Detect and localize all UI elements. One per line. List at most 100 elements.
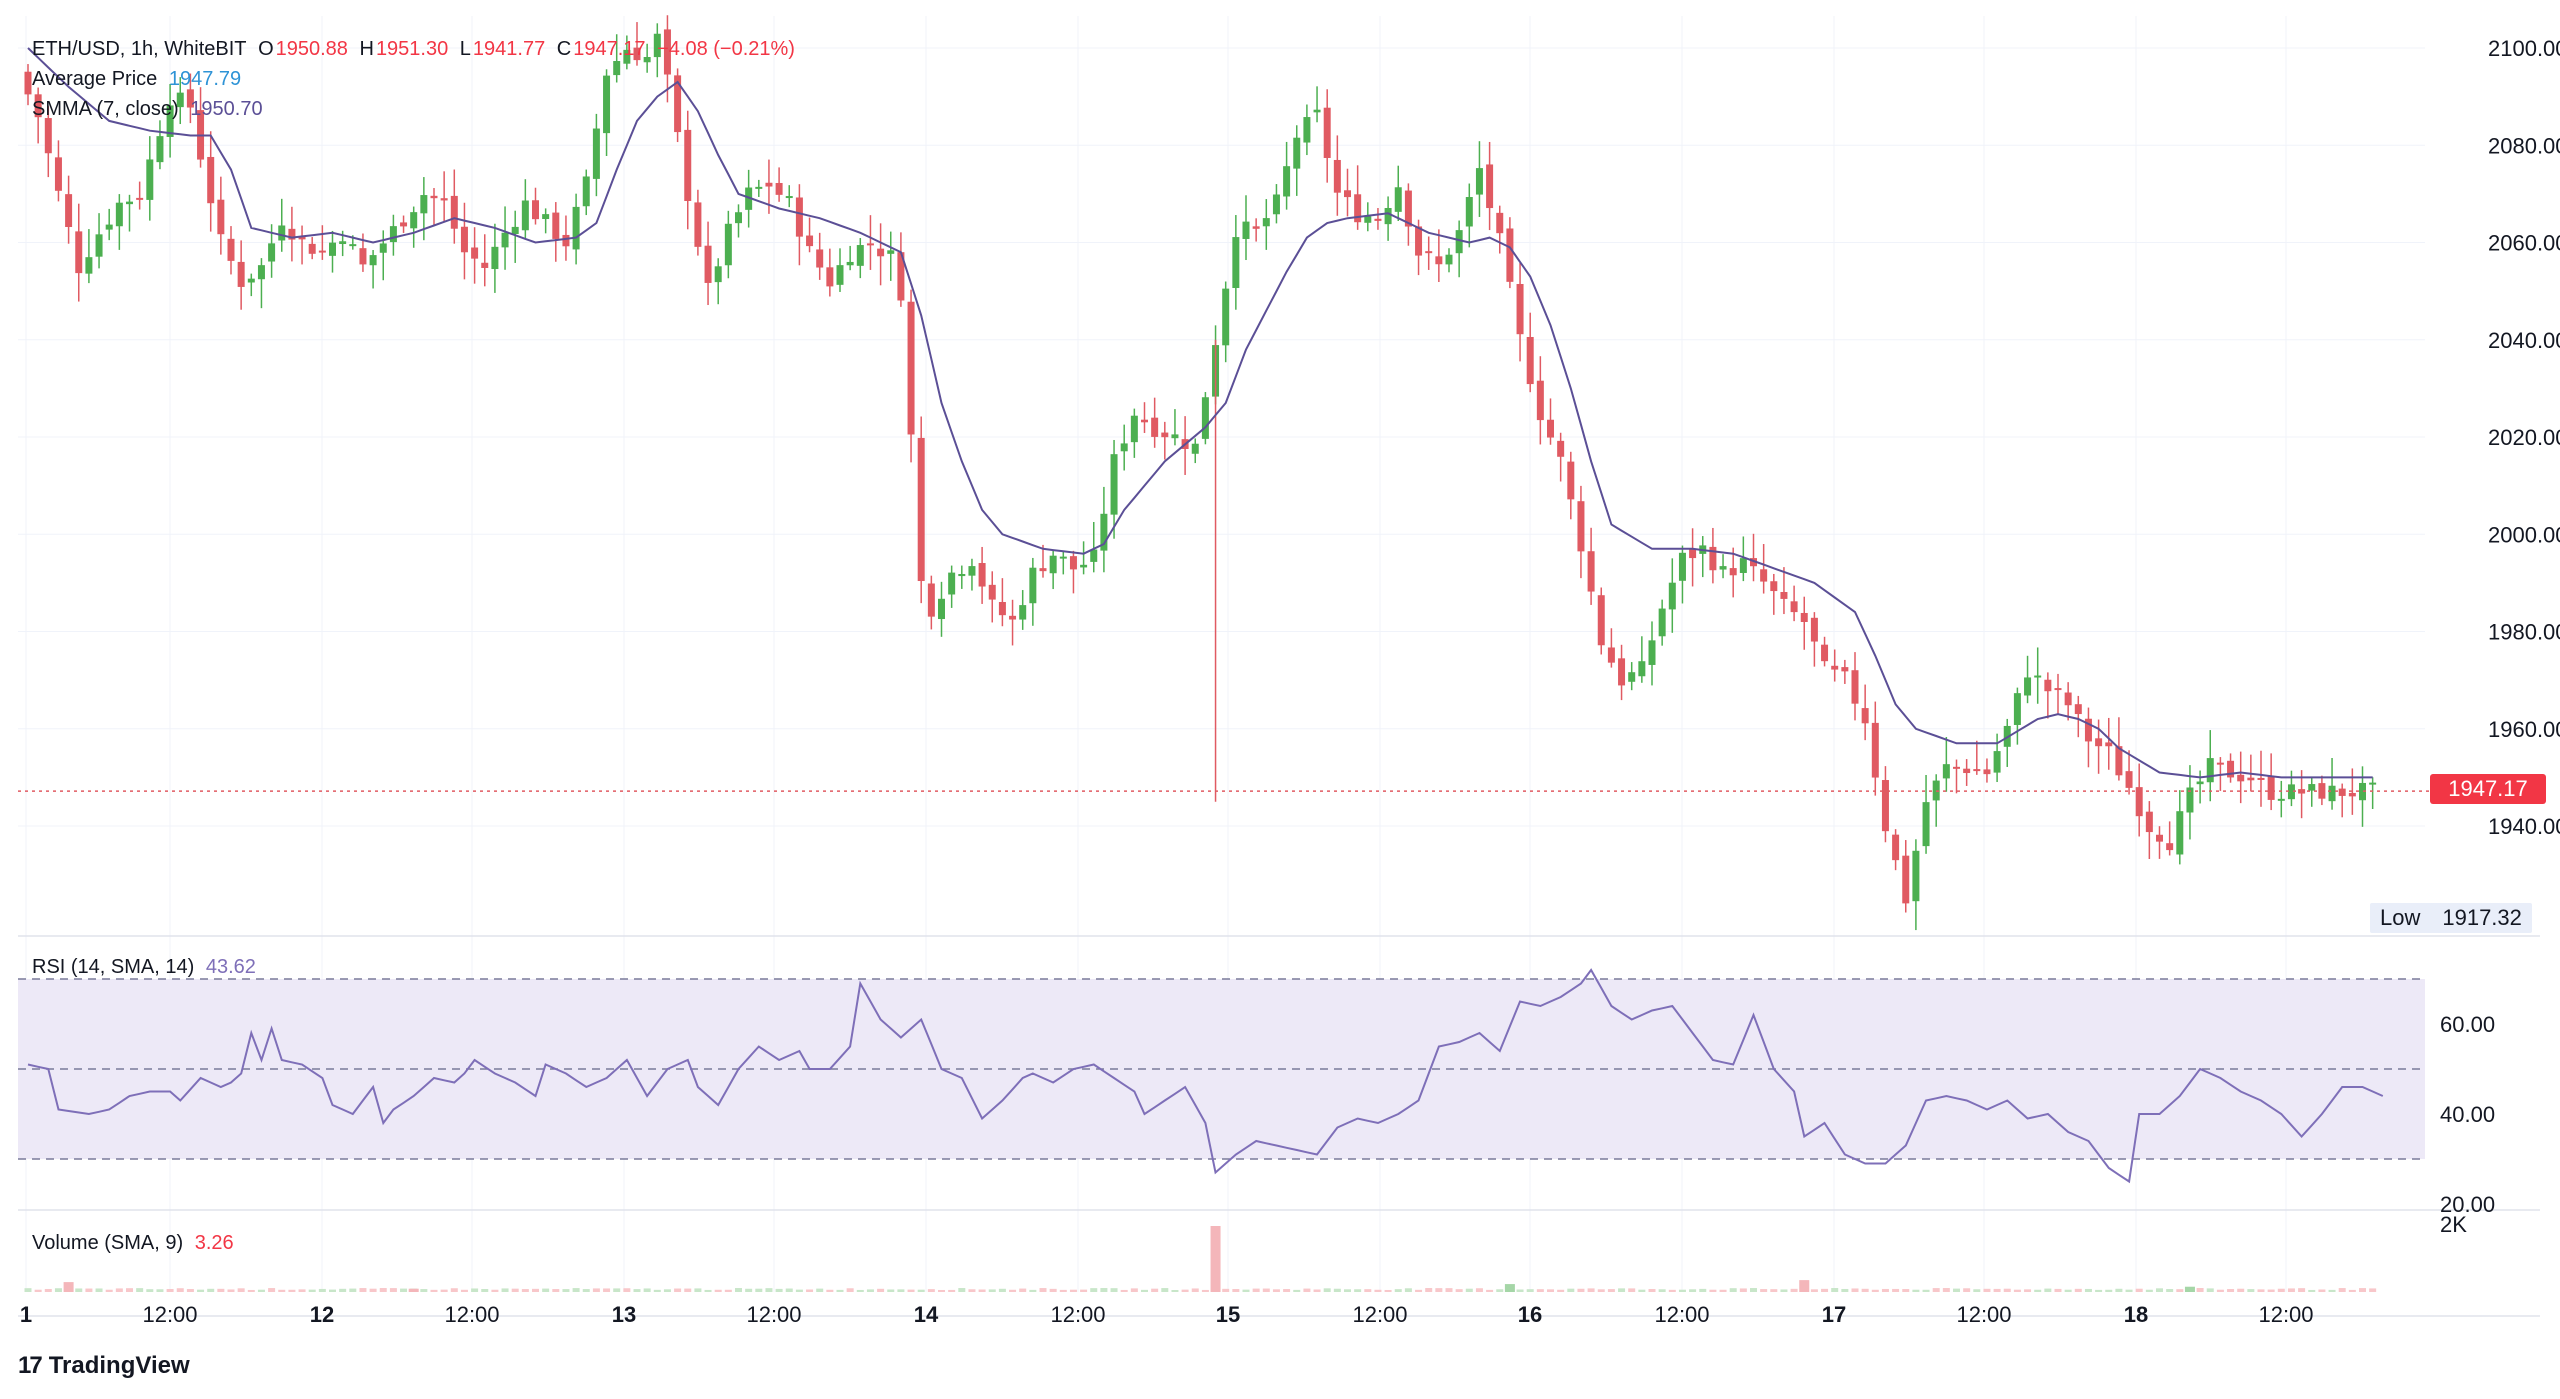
time-tick-label: 15: [1216, 1302, 1240, 1327]
price-axis[interactable]: 2100.00 2080.00 2060.00 2040.00 2020.00 2000.…: [2488, 36, 2560, 839]
smma-value: 1950.70: [190, 98, 263, 120]
candle: [1557, 432, 1565, 482]
candle-body: [1455, 230, 1463, 254]
candle-body: [552, 212, 560, 239]
candle-body: [420, 195, 428, 214]
volume-bar: [197, 1289, 205, 1292]
candle: [2145, 801, 2153, 859]
price-tick-label: 2020.00: [2488, 425, 2560, 450]
time-tick-label: 12:00: [746, 1302, 801, 1327]
volume-bar: [1861, 1288, 1869, 1292]
volume-bar: [1404, 1288, 1412, 1292]
rsi-legend[interactable]: RSI (14, SMA, 14) 43.62: [32, 952, 262, 982]
candle: [1547, 398, 1554, 445]
smma-legend[interactable]: SMMA (7, close) 1950.70: [32, 94, 269, 124]
candle-body: [146, 159, 154, 200]
candle-body: [988, 584, 996, 600]
volume-bar: [1851, 1288, 1859, 1292]
candle: [1475, 141, 1483, 217]
candle-body: [1191, 443, 1199, 454]
volume-bar: [2074, 1288, 2082, 1292]
time-axis[interactable]: 1 12:00 12 12:00 13 12:00 14 12:00 15 12:00 16 12:0…: [20, 1302, 2314, 1327]
volume-bar: [2338, 1288, 2346, 1292]
volume-bar: [75, 1288, 83, 1292]
candle: [735, 204, 742, 238]
candle: [582, 169, 590, 216]
candle: [1313, 86, 1321, 123]
candle-body: [2206, 758, 2214, 783]
candle-body: [633, 47, 641, 61]
candle: [684, 110, 692, 230]
candle: [2227, 753, 2235, 783]
volume-bar: [1739, 1288, 1747, 1292]
candle-body: [1445, 254, 1453, 265]
average-price-legend[interactable]: Average Price 1947.79: [32, 64, 247, 94]
candle: [938, 581, 945, 637]
candle: [2267, 753, 2275, 811]
volume-bar: [866, 1289, 874, 1292]
volume-bar: [927, 1289, 935, 1292]
volume-bar: [115, 1288, 123, 1292]
volume-legend[interactable]: Volume (SMA, 9) 3.26: [32, 1228, 240, 1258]
volume-bar: [400, 1288, 408, 1292]
tradingview-logo-icon: 17: [18, 1352, 43, 1379]
volume-bar: [1210, 1226, 1221, 1292]
candle-body: [1374, 218, 1382, 221]
low-label: L: [459, 38, 471, 60]
candle-body: [927, 583, 935, 617]
candle-body: [917, 437, 925, 582]
candle: [1394, 165, 1402, 222]
candle: [1506, 217, 1514, 289]
candle-body: [156, 136, 164, 163]
candle-body: [24, 71, 32, 95]
candle-body: [877, 248, 885, 257]
candle: [1069, 550, 1077, 594]
candle: [1709, 527, 1717, 584]
candle-body: [1821, 644, 1829, 662]
candle-body: [1780, 591, 1788, 599]
candle-body: [359, 248, 367, 265]
candle-body: [572, 206, 580, 250]
candle-body: [1618, 658, 1626, 686]
candle: [491, 223, 499, 293]
candle: [795, 184, 803, 266]
volume-axis[interactable]: 2K: [2440, 1212, 2467, 1237]
candle-body: [2237, 774, 2245, 782]
volume-bar: [268, 1288, 276, 1292]
candle-body: [1567, 461, 1575, 500]
candle: [1780, 567, 1788, 615]
candle: [1039, 544, 1047, 578]
volume-bar: [2095, 1289, 2103, 1292]
candle: [2064, 682, 2072, 721]
volume-bar: [948, 1289, 956, 1292]
volume-bar: [247, 1289, 255, 1292]
candle-body: [2277, 798, 2285, 801]
candle-body: [430, 195, 438, 199]
volume-bar: [2318, 1289, 2326, 1292]
candle-body: [592, 128, 600, 179]
volume-bar: [714, 1289, 722, 1292]
volume-bar: [603, 1288, 611, 1292]
candle-body: [1130, 415, 1138, 443]
tradingview-brand[interactable]: 17 TradingView: [18, 1352, 190, 1380]
candle-body: [674, 75, 682, 133]
candle-body: [795, 197, 803, 237]
volume-bar: [1668, 1289, 1676, 1292]
volume-bar: [1699, 1288, 1707, 1292]
candle-body: [2196, 781, 2204, 785]
volume-bars: [24, 1226, 2377, 1292]
candle-body: [1892, 834, 1900, 861]
candle-body: [491, 246, 499, 270]
candle: [430, 188, 438, 225]
rsi-axis[interactable]: 60.00 40.00 20.00: [2440, 1012, 2495, 1217]
symbol-legend[interactable]: ETH/USD, 1h, WhiteBIT O 1950.88 H 1951.30 …: [32, 34, 801, 64]
volume-bar: [1283, 1289, 1291, 1292]
volume-bar: [1547, 1289, 1554, 1292]
volume-bar: [1100, 1288, 1108, 1292]
volume-bar: [1526, 1289, 1534, 1292]
candle: [1029, 557, 1037, 626]
price-tick-label: 2080.00: [2488, 133, 2560, 158]
price-tick-label: 2060.00: [2488, 231, 2560, 256]
candle: [1861, 684, 1869, 741]
